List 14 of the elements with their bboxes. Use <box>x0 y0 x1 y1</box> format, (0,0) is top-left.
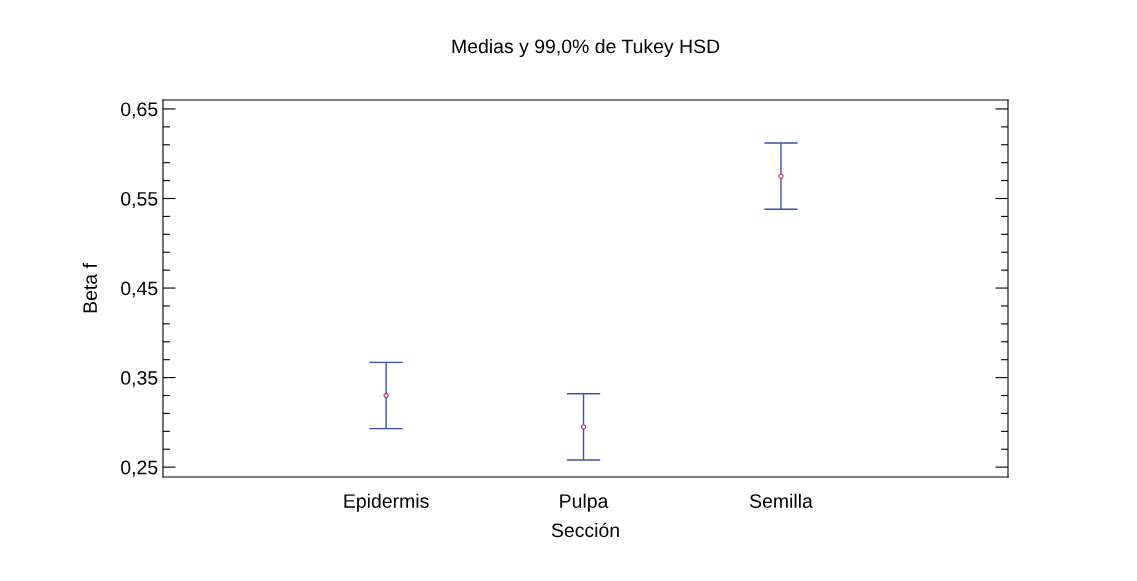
x-tick-label: Semilla <box>749 493 813 508</box>
y-tick-label: 0,45 <box>121 281 158 298</box>
y-tick-label: 0,35 <box>121 371 158 388</box>
x-tick-label: Epidermis <box>344 493 429 512</box>
y-axis-title: Beta f <box>82 263 98 313</box>
y-tick-label: 0,25 <box>121 460 158 477</box>
y-tick-label: 0,55 <box>121 191 158 209</box>
x-axis-title: Sección <box>551 522 619 538</box>
y-tick-label: 0,65 <box>121 102 158 119</box>
chart-title: Medias y 99,0% de Tukey HSD <box>452 38 720 58</box>
x-tick-label: Pulpa <box>560 493 609 512</box>
point <box>580 424 587 430</box>
point <box>778 173 784 179</box>
point <box>383 392 389 399</box>
